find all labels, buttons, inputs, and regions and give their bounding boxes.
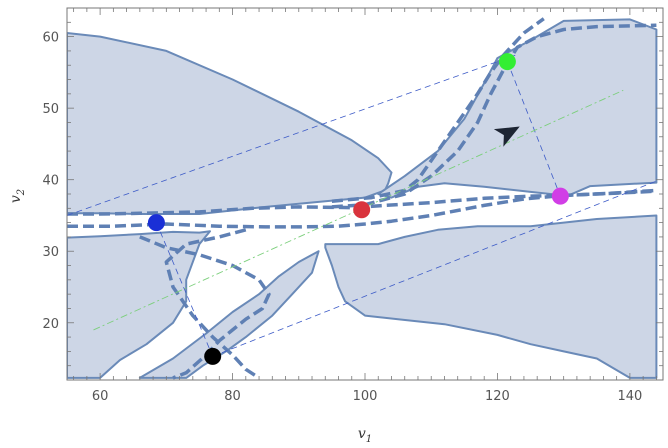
- x-tick-label: 100: [353, 389, 378, 404]
- y-tick-label: 30: [42, 245, 59, 260]
- direction-arrow: [493, 126, 520, 147]
- point-3: [498, 53, 516, 71]
- x-axis-label: v1: [358, 426, 372, 445]
- dashed-line-3: [507, 61, 561, 197]
- y-axis-label: v2: [8, 189, 27, 203]
- x-tick-label: 140: [617, 389, 642, 404]
- y-tick-label: 50: [42, 102, 59, 117]
- markers: [147, 53, 569, 365]
- point-4: [551, 187, 569, 205]
- dashed-curve-3: [331, 17, 545, 203]
- dashed-curve-2: [331, 23, 657, 209]
- shaded-region-1: [67, 230, 211, 379]
- x-tick-label: 120: [485, 389, 510, 404]
- point-1: [204, 347, 222, 365]
- dashed-curve-5: [164, 228, 260, 380]
- y-tick-label: 20: [42, 317, 59, 332]
- shaded-region-2: [377, 18, 658, 199]
- y-tick-label: 60: [42, 31, 59, 46]
- point-0: [147, 214, 165, 232]
- y-tick-label: 40: [42, 174, 59, 189]
- dashed-line-1: [156, 222, 214, 357]
- ticks: 60 80 100 120 140 20 30 40 50 60: [42, 7, 663, 404]
- point-2: [353, 201, 371, 219]
- x-tick-label: 60: [92, 389, 109, 404]
- dashed-curve-1: [67, 188, 657, 216]
- x-tick-label: 80: [224, 389, 241, 404]
